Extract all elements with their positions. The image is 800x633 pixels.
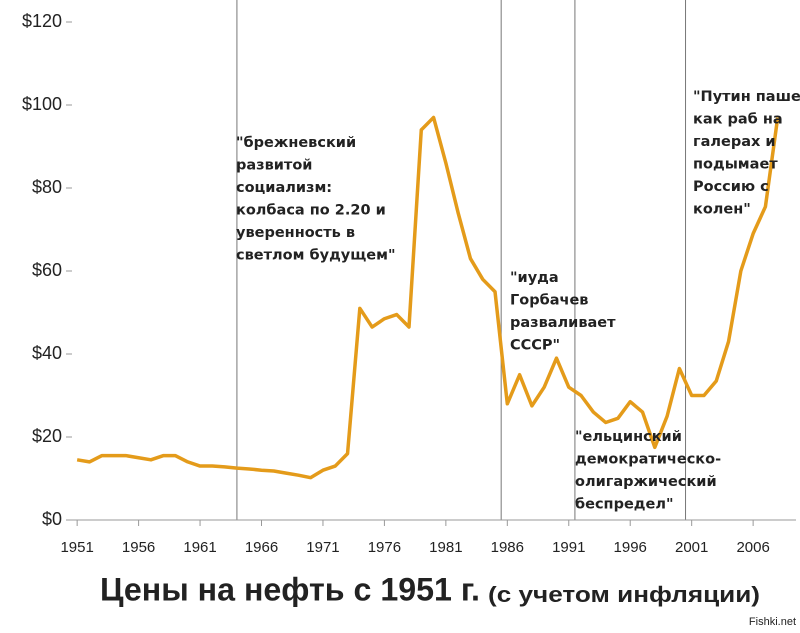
x-tick-label: 2001 <box>675 539 708 556</box>
annotation: колбаса по 2.20 и <box>236 203 386 219</box>
annotation: "иуда <box>510 270 559 286</box>
y-tick-label: $120 <box>22 11 62 31</box>
x-tick-label: 1986 <box>491 539 524 556</box>
annotation: уверенность в <box>236 225 355 241</box>
watermark: Fishki.net <box>749 616 796 628</box>
annotation: галерах и <box>693 134 776 150</box>
annotation: СССР" <box>510 338 560 354</box>
x-tick-label: 1956 <box>122 539 155 556</box>
y-tick-label: $60 <box>32 260 62 280</box>
annotation: "Путин пашет <box>693 89 800 105</box>
annotation: олигаржический <box>575 474 717 490</box>
annotation: Россию с <box>693 179 769 195</box>
annotation: "брежневский <box>236 135 356 151</box>
annotation: беспредел" <box>575 497 674 513</box>
price-line <box>76 115 780 480</box>
x-tick-label: 1976 <box>368 539 401 556</box>
x-tick-label: 1996 <box>614 539 647 556</box>
annotation: социализм: <box>236 180 332 196</box>
x-tick-label: 1961 <box>183 539 216 556</box>
x-tick-label: 1991 <box>552 539 585 556</box>
annotation: светлом будущем" <box>236 248 396 264</box>
x-tick-label: 1966 <box>245 539 278 556</box>
chart-subtitle: (с учетом инфляции) <box>488 582 760 607</box>
annotation: колен" <box>693 202 751 218</box>
x-tick-label: 1951 <box>60 539 93 556</box>
y-tick-label: $20 <box>32 426 62 446</box>
annotation: подымает <box>693 157 778 173</box>
x-tick-label: 1981 <box>429 539 462 556</box>
y-tick-label: $80 <box>32 177 62 197</box>
chart-title: Цены на нефть с 1951 г. <box>100 571 480 607</box>
y-tick-label: $0 <box>42 509 62 529</box>
y-tick-label: $100 <box>22 94 62 114</box>
annotation: развитой <box>236 158 312 174</box>
annotation: Горбачев <box>510 293 588 309</box>
x-tick-label: 1971 <box>306 539 339 556</box>
annotation: как раб на <box>693 112 783 128</box>
annotation: демократическо- <box>575 452 721 468</box>
annotation: "ельцинский <box>575 429 682 445</box>
annotation: разваливает <box>510 315 616 331</box>
x-tick-label: 2006 <box>736 539 769 556</box>
y-tick-label: $40 <box>32 343 62 363</box>
